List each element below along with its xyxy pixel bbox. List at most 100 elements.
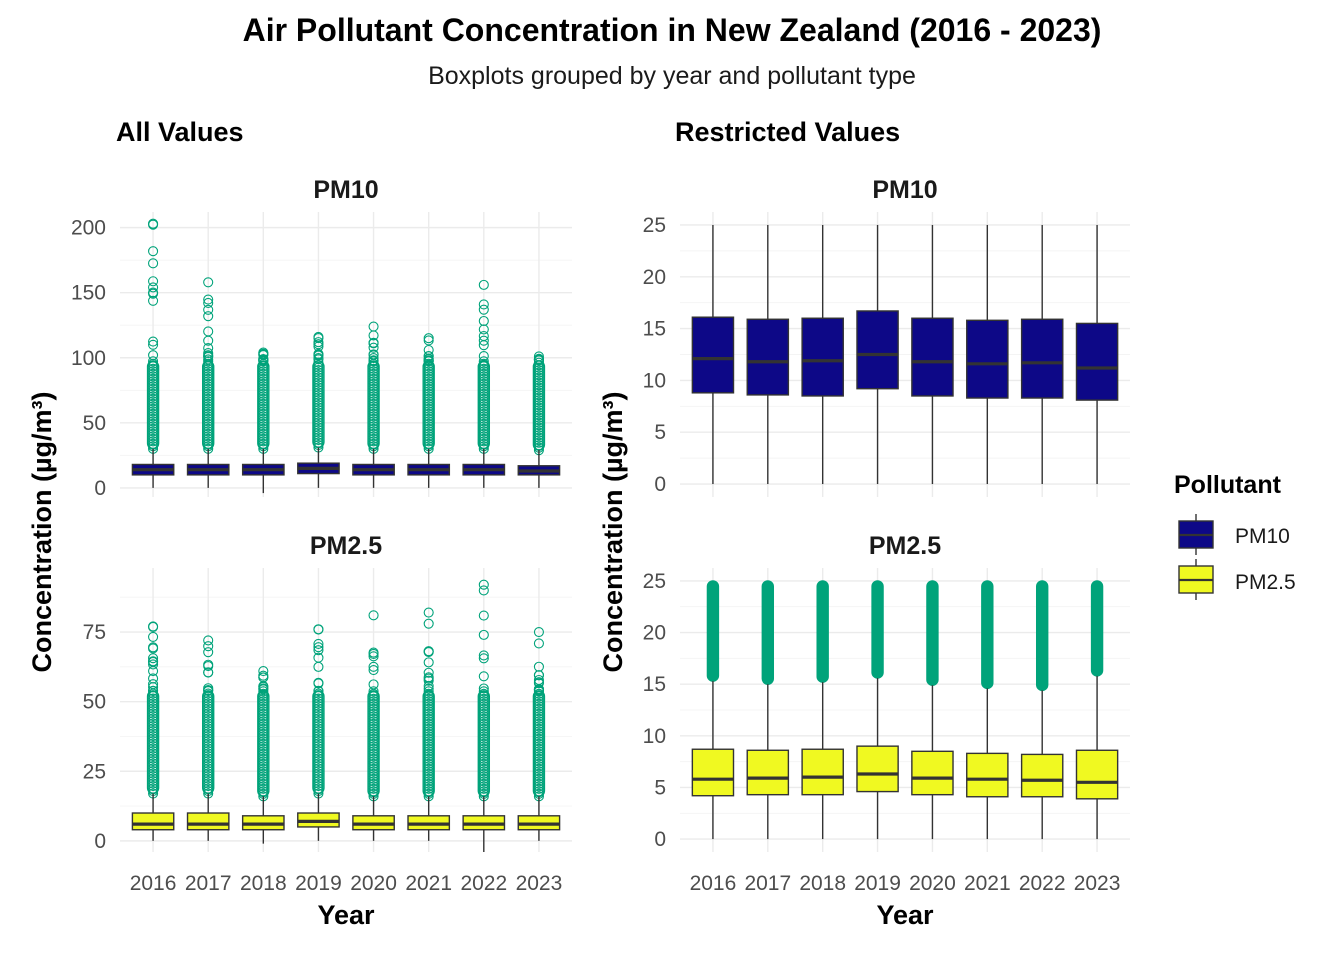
outlier-point [148, 743, 159, 754]
outlier-point [313, 725, 324, 737]
outlier-point [423, 693, 434, 704]
outlier-point [478, 721, 489, 732]
x-tick-label: 2020 [909, 872, 956, 895]
outlier-point [368, 426, 379, 437]
outlier-points [706, 580, 720, 682]
outlier-point [368, 376, 379, 387]
outlier-point [203, 770, 214, 782]
outlier-point [533, 741, 544, 752]
outlier-point [203, 775, 214, 787]
outlier-point [203, 685, 214, 696]
outlier-point [533, 698, 544, 709]
box-2016 [131, 218, 175, 488]
facet-pm10: PM10 0 50 100 150 200 [71, 176, 572, 500]
box-iqr [856, 745, 899, 793]
outlier-points [871, 580, 884, 679]
outlier-point [368, 693, 379, 704]
outlier-point [533, 701, 544, 712]
outlier-point [368, 403, 379, 414]
outlier-point [313, 339, 324, 350]
outlier-point [478, 381, 489, 392]
outlier-point [148, 653, 159, 664]
outlier-point [313, 422, 324, 433]
outlier-point [258, 706, 269, 717]
y-tick-label: 25 [643, 214, 666, 237]
outlier-point [368, 781, 379, 792]
outlier-point [533, 776, 544, 787]
outlier-point [478, 416, 489, 427]
outlier-point [533, 688, 544, 699]
outlier-point [203, 690, 214, 702]
outlier-point [423, 383, 434, 394]
outlier-point [478, 778, 489, 789]
outlier-point [423, 773, 434, 784]
outlier-point [148, 695, 159, 707]
outlier-point [368, 342, 379, 353]
outlier-point [313, 780, 324, 792]
outlier-point [478, 428, 489, 439]
x-tick-label: 2021 [964, 872, 1011, 895]
outlier-point [423, 726, 434, 737]
outlier-points [926, 580, 939, 686]
outlier-point [148, 730, 159, 742]
outlier-point [203, 758, 214, 769]
outlier-point [478, 768, 489, 779]
outlier-point [533, 375, 544, 386]
outlier-point [203, 376, 214, 387]
outlier-point [203, 436, 214, 447]
outlier-point [203, 391, 214, 402]
outlier-point [258, 703, 269, 714]
box-2019 [297, 331, 340, 488]
outlier-point [258, 766, 269, 777]
outlier-point [258, 391, 269, 402]
y-tick-label: 5 [654, 421, 666, 444]
outlier-point [313, 765, 324, 777]
outlier-point [148, 748, 159, 759]
outlier-point [203, 730, 214, 742]
outlier-point [533, 718, 544, 729]
y-tick-label: 100 [71, 347, 106, 370]
outlier-point [423, 746, 434, 757]
outlier-point [258, 354, 269, 365]
outlier-point [368, 664, 379, 676]
y-tick-label: 0 [654, 473, 666, 496]
box-2022 [462, 279, 506, 488]
box-iqr [911, 317, 954, 397]
outlier-point [148, 383, 159, 394]
outlier-point [533, 766, 544, 777]
outlier-dense-column [706, 580, 720, 682]
outlier-point [203, 438, 214, 449]
outlier-point [368, 786, 379, 797]
outlier-point [533, 711, 544, 722]
x-tick-label: 2016 [130, 872, 177, 895]
outlier-point [533, 397, 544, 408]
group-title-restricted-values: Restricted Values [675, 117, 900, 147]
outlier-point [368, 396, 379, 407]
outlier-point [533, 691, 544, 702]
outlier-dense-column [816, 580, 829, 683]
x-axis-title: Year [317, 900, 375, 930]
outlier-point [203, 398, 214, 409]
outlier-point [148, 780, 159, 792]
outlier-point [423, 431, 434, 442]
outlier-point [258, 783, 269, 794]
outlier-point [423, 683, 434, 694]
outlier-point [313, 404, 324, 416]
outlier-point [368, 679, 379, 690]
outlier-point [423, 768, 434, 779]
outlier-point [313, 693, 324, 704]
outlier-point [313, 412, 324, 423]
outlier-point [533, 746, 544, 757]
outlier-point [313, 698, 324, 709]
outlier-point [533, 370, 544, 381]
outlier-point [148, 621, 159, 632]
outlier-point [313, 768, 324, 779]
outlier-point [313, 718, 324, 729]
outlier-point [533, 420, 544, 431]
outlier-point [313, 384, 324, 396]
outlier-point [368, 743, 379, 754]
outlier-point [423, 713, 434, 724]
outlier-point [148, 366, 159, 377]
outlier-point [313, 695, 324, 707]
outlier-point [148, 406, 159, 417]
